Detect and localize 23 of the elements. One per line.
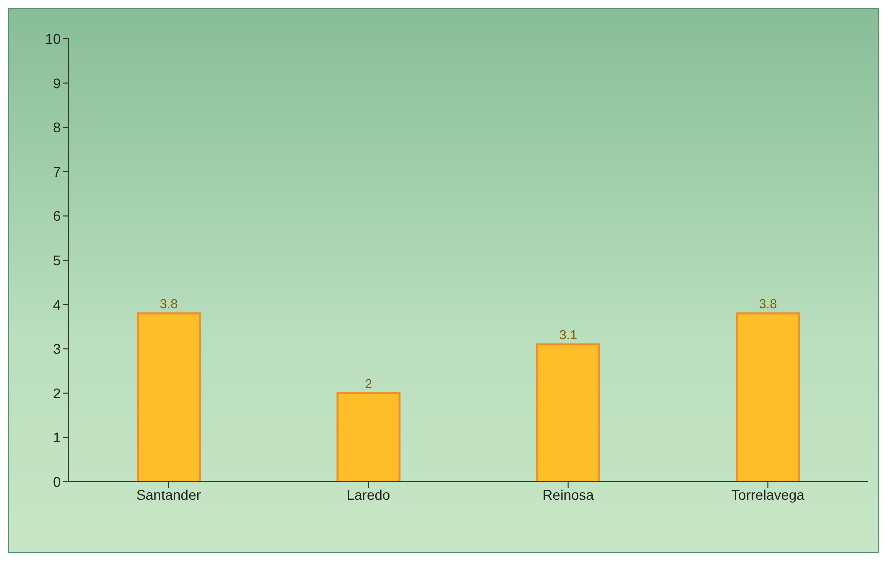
data-label: 3.1 [559, 328, 578, 343]
y-tick-label: 4 [53, 296, 62, 313]
x-tick-label: Santander [136, 486, 202, 503]
y-tick-label: 1 [53, 430, 62, 446]
data-label: 3.8 [759, 296, 778, 312]
y-tick-label: 5 [53, 252, 62, 268]
y-tick-label: 2 [53, 385, 62, 402]
x-tick-label: Reinosa [542, 486, 594, 503]
y-tick-label: 7 [53, 164, 62, 180]
y-tick-label: 0 [53, 474, 62, 490]
y-tick-label: 8 [53, 120, 62, 136]
bar [736, 312, 800, 482]
y-tick-label: 3 [53, 341, 62, 358]
data-label: 2 [365, 376, 372, 392]
y-tick-label: 9 [53, 75, 62, 92]
bar [137, 312, 201, 482]
bar [336, 392, 401, 482]
data-label: 3.8 [160, 296, 178, 312]
x-tick-label: Laredo [346, 486, 391, 503]
y-tick-label: 6 [53, 208, 62, 224]
x-tick-label: Torrelavega [732, 486, 805, 503]
bar [536, 344, 600, 482]
y-tick-label: 10 [45, 30, 62, 47]
